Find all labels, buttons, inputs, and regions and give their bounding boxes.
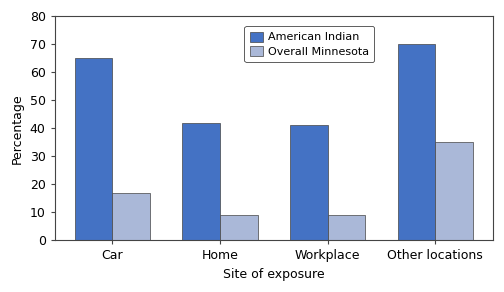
Bar <box>182 123 220 240</box>
X-axis label: Site of exposure: Site of exposure <box>223 268 325 281</box>
Y-axis label: Percentage: Percentage <box>11 93 24 164</box>
Bar <box>398 44 435 240</box>
Bar <box>112 193 150 240</box>
Bar <box>328 215 365 240</box>
Bar <box>435 142 473 240</box>
Legend: American Indian, Overall Minnesota: American Indian, Overall Minnesota <box>244 26 374 62</box>
Bar <box>220 215 258 240</box>
Bar <box>75 58 112 240</box>
Bar <box>290 125 328 240</box>
